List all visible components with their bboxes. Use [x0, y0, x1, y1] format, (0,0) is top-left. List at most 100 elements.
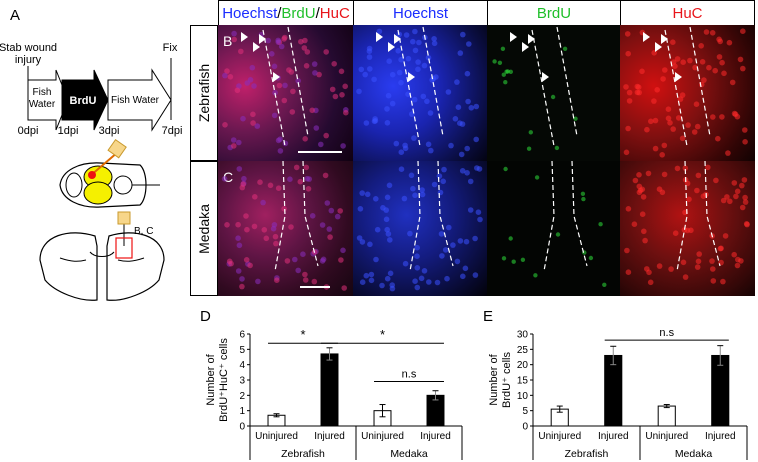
cell-nucleus — [368, 277, 375, 284]
cell-nucleus — [715, 135, 721, 142]
cell-nucleus — [414, 265, 421, 271]
cell-nucleus — [468, 105, 475, 111]
cell-nucleus — [562, 46, 568, 51]
cell-nucleus — [247, 262, 253, 269]
cell-nucleus — [662, 67, 668, 73]
cell-nucleus — [492, 59, 497, 64]
cell-nucleus — [288, 224, 294, 230]
ventricle-dashed-line — [531, 29, 555, 147]
arrowhead-marker — [388, 42, 395, 52]
cell-nucleus — [710, 114, 716, 120]
cell-nucleus — [680, 59, 686, 65]
cell-nucleus — [389, 71, 396, 78]
cell-nucleus — [508, 236, 513, 241]
cell-nucleus — [460, 273, 466, 280]
cell-nucleus — [431, 181, 438, 188]
cell-nucleus — [269, 51, 275, 57]
ventricle-dashed-line — [676, 160, 688, 272]
cell-nucleus — [302, 136, 309, 142]
category-label: Uninjured — [538, 431, 581, 442]
arrowhead-marker — [394, 34, 401, 44]
cell-nucleus — [412, 192, 418, 199]
chart-d: Number of BrdU⁺HuC⁺ cells 0 1 2 3 4 5 6 Uninjured… — [205, 327, 463, 460]
y-tick-label: 5 — [239, 345, 245, 356]
cell-nucleus — [636, 172, 642, 178]
cell-nucleus — [272, 233, 279, 240]
cell-nucleus — [302, 277, 309, 283]
cell-nucleus — [292, 256, 298, 263]
cell-nucleus — [742, 127, 748, 133]
bar — [657, 405, 676, 427]
chart-e: Number of BrdU⁺ cells 0 5 10 15 20 25 30 Uninjure… — [488, 327, 748, 460]
category-label: Injured — [598, 431, 629, 442]
y-tick-label: 15 — [517, 376, 529, 387]
cell-nucleus — [598, 222, 603, 227]
cell-nucleus — [379, 282, 385, 289]
cell-nucleus — [297, 178, 304, 185]
cell-nucleus — [412, 28, 418, 35]
cell-nucleus — [414, 253, 420, 259]
cell-nucleus — [311, 278, 318, 285]
cell-nucleus — [398, 166, 405, 172]
cell-nucleus — [727, 198, 733, 205]
cell-nucleus — [236, 242, 243, 249]
cell-nucleus — [272, 89, 278, 96]
cell-nucleus — [414, 244, 421, 251]
injury-label: injury — [15, 54, 42, 66]
cell-nucleus — [305, 186, 312, 192]
fix-label: Fix — [163, 42, 178, 54]
cell-nucleus — [313, 125, 320, 131]
cell-nucleus — [573, 116, 578, 121]
cell-nucleus — [656, 186, 663, 192]
cell-nucleus — [250, 111, 256, 118]
cell-nucleus — [257, 179, 263, 185]
cell-nucleus — [240, 181, 246, 187]
micrograph-zebrafish-merge: B — [218, 25, 353, 161]
ventricle-dashed-line — [274, 160, 286, 272]
cell-nucleus — [464, 145, 471, 152]
cell-nucleus — [271, 63, 278, 70]
cell-nucleus — [670, 59, 677, 65]
arrowhead-marker — [273, 72, 280, 82]
cell-nucleus — [466, 41, 472, 47]
cell-nucleus — [652, 145, 659, 152]
cell-nucleus — [626, 98, 633, 104]
section-roi-label: B, C — [134, 226, 153, 237]
brdu-arrow-text: BrdU — [70, 95, 97, 107]
cell-nucleus — [289, 109, 296, 115]
cell-nucleus — [646, 269, 652, 276]
y-tick-label: 6 — [239, 330, 245, 341]
cell-nucleus — [322, 172, 329, 179]
cell-nucleus — [659, 152, 665, 158]
y-tick-label: 3 — [239, 376, 245, 387]
cell-nucleus — [402, 260, 409, 267]
arrowhead-marker — [510, 32, 517, 42]
cell-nucleus — [284, 258, 291, 264]
cell-nucleus — [452, 116, 459, 122]
cell-nucleus — [731, 110, 738, 117]
cell-nucleus — [278, 43, 285, 50]
cell-nucleus — [224, 222, 230, 228]
cell-nucleus — [366, 45, 373, 52]
cell-nucleus — [359, 190, 366, 196]
cell-nucleus — [703, 29, 710, 35]
cell-nucleus — [235, 268, 242, 274]
cell-nucleus — [247, 77, 254, 83]
cell-nucleus — [709, 258, 715, 264]
micrograph-zebrafish-brdu — [487, 25, 620, 161]
cell-nucleus — [332, 93, 339, 100]
cell-nucleus — [260, 199, 266, 206]
panel-letter-e: E — [483, 308, 494, 325]
arrow1-text-1: Fish — [33, 87, 52, 98]
cell-nucleus — [226, 258, 233, 265]
arrowhead-marker — [241, 32, 248, 42]
cell-nucleus — [476, 166, 483, 172]
cell-nucleus — [373, 256, 379, 263]
fish-water-arrow-2 — [107, 68, 172, 132]
cell-nucleus — [684, 227, 691, 234]
micrograph-medaka-brdu — [487, 161, 620, 296]
cell-nucleus — [309, 213, 316, 219]
cell-nucleus — [722, 233, 729, 239]
category-label: Uninjured — [255, 431, 298, 442]
cell-nucleus — [696, 251, 702, 257]
